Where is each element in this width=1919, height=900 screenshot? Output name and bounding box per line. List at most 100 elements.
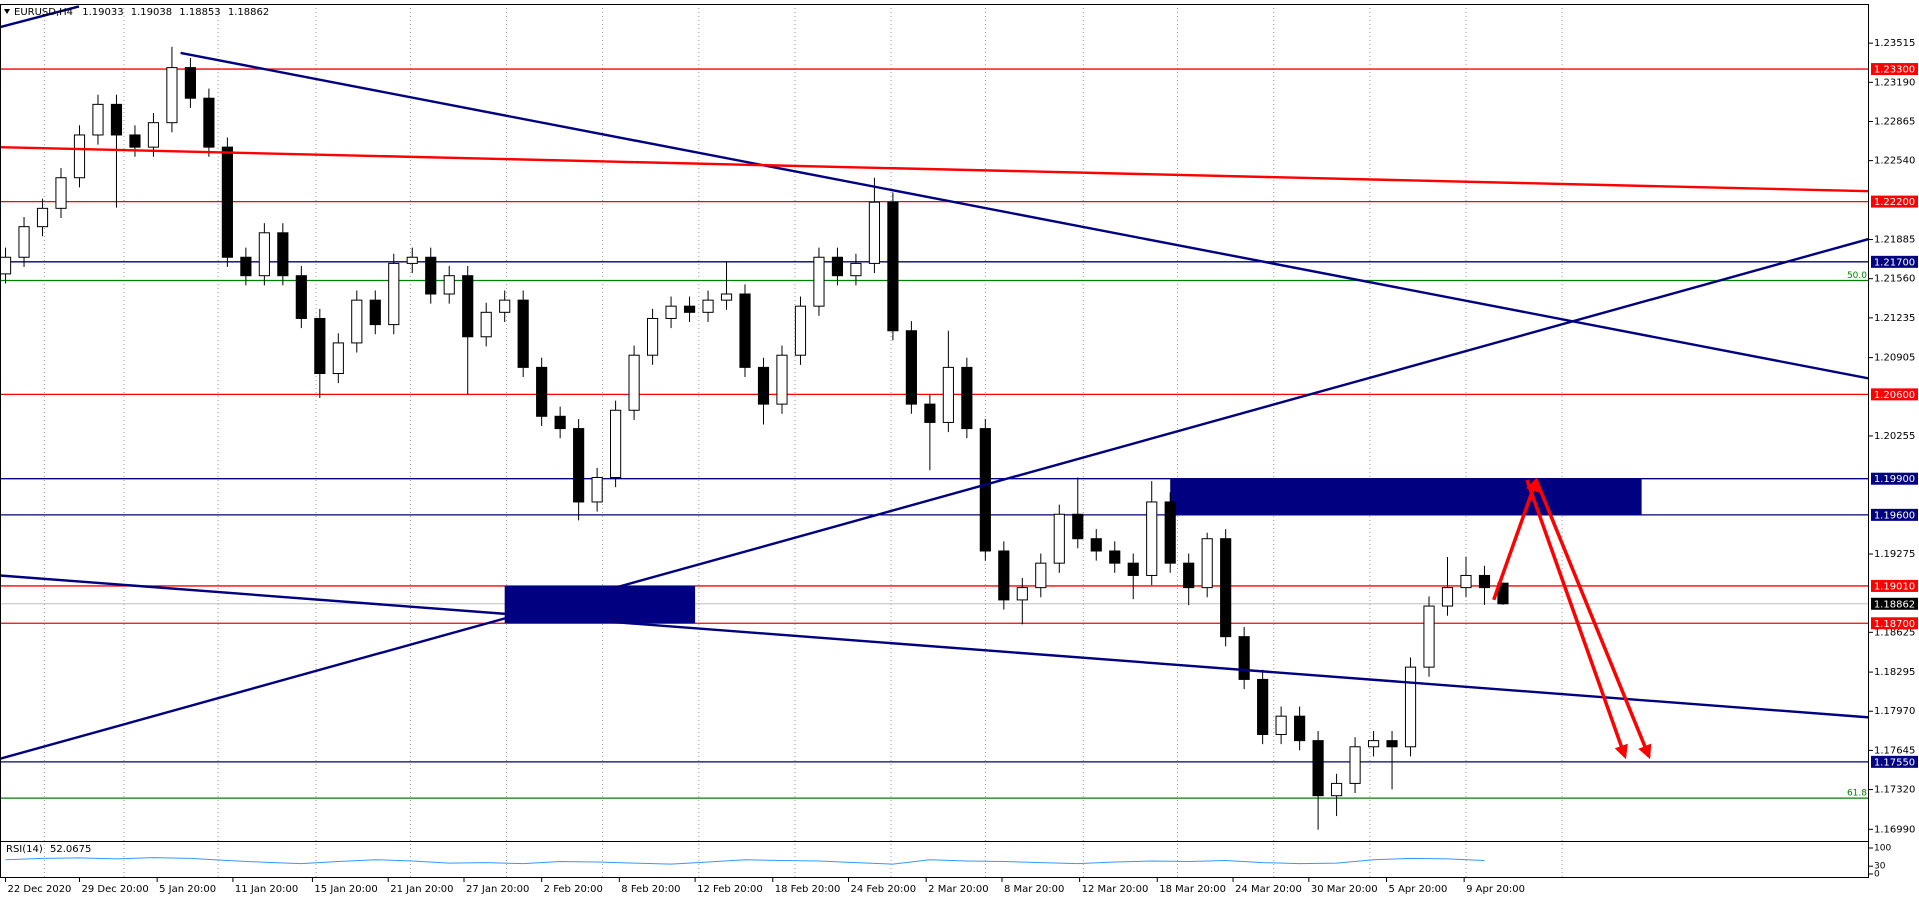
candle-body bbox=[1367, 740, 1380, 748]
candle-body bbox=[702, 299, 714, 313]
candle-body bbox=[610, 409, 622, 479]
candle-body bbox=[480, 311, 492, 338]
level-label: 1.23300 bbox=[1874, 65, 1915, 76]
y-tick-label: 1.22865 bbox=[1874, 116, 1915, 127]
trendline bbox=[0, 5, 80, 29]
candle-body bbox=[1053, 513, 1065, 564]
x-tick-label: 5 Jan 20:00 bbox=[159, 884, 216, 895]
bid-label-box bbox=[1871, 597, 1918, 610]
candle-body bbox=[1146, 501, 1158, 576]
symbol: EURUSD,H4 bbox=[14, 7, 73, 18]
candle-body bbox=[443, 275, 455, 295]
candle-body bbox=[961, 366, 973, 430]
level-label-box bbox=[1871, 508, 1918, 521]
candle-body bbox=[184, 67, 196, 99]
main-panel: 50.0 61.8 bbox=[0, 5, 1869, 830]
y-tick-label: 1.18295 bbox=[1874, 667, 1915, 678]
candle-body bbox=[73, 134, 86, 179]
candle-body bbox=[1127, 562, 1139, 576]
y-tick-label: 1.16990 bbox=[1874, 824, 1915, 835]
candle-body bbox=[240, 256, 252, 277]
candle-body bbox=[887, 201, 899, 332]
x-tick-label: 5 Apr 20:00 bbox=[1388, 884, 1447, 895]
x-tick-label: 18 Mar 20:00 bbox=[1159, 884, 1226, 895]
x-tick-label: 29 Dec 20:00 bbox=[81, 884, 148, 895]
candle-body bbox=[36, 207, 49, 228]
plot-border bbox=[0, 4, 1869, 878]
candle-body bbox=[203, 97, 215, 148]
candle-body bbox=[258, 232, 270, 277]
candle-body bbox=[757, 366, 770, 405]
candle-body bbox=[739, 293, 751, 368]
y-tick-label: 1.17320 bbox=[1874, 785, 1915, 796]
candle-body bbox=[1035, 562, 1047, 589]
candle-body bbox=[683, 305, 696, 313]
rsi-last: 52.0675 bbox=[50, 844, 91, 855]
arrow bbox=[1534, 479, 1652, 760]
header-open: 1.19033 bbox=[82, 7, 123, 18]
candle-body bbox=[1423, 605, 1435, 668]
candle-body bbox=[998, 550, 1010, 601]
candle-body bbox=[369, 299, 381, 326]
x-tick-label: 15 Jan 20:00 bbox=[314, 884, 377, 895]
candle-body bbox=[1294, 715, 1306, 742]
candle-body bbox=[1109, 550, 1121, 564]
x-tick-label: 9 Apr 20:00 bbox=[1466, 884, 1525, 895]
menu-triangle[interactable] bbox=[4, 9, 10, 14]
grid bbox=[43, 4, 1563, 878]
candle-body bbox=[794, 305, 807, 356]
candle-body bbox=[720, 293, 733, 301]
level-label: 1.20600 bbox=[1874, 390, 1915, 401]
candle-body bbox=[665, 305, 677, 319]
arrow bbox=[1525, 479, 1628, 760]
trendline bbox=[0, 145, 1869, 193]
bid-label: 1.18862 bbox=[1874, 599, 1915, 610]
candle-body bbox=[1238, 636, 1250, 680]
rsi-tick-label: 100 bbox=[1874, 844, 1891, 854]
y-tick-label: 1.19275 bbox=[1874, 549, 1915, 560]
x-tick-label: 8 Feb 20:00 bbox=[621, 884, 680, 895]
rsi-tick-label: 0 bbox=[1874, 870, 1880, 880]
candle-body bbox=[646, 317, 659, 356]
candle-body bbox=[166, 67, 178, 124]
y-tick-label: 1.17645 bbox=[1874, 745, 1915, 756]
candle-body bbox=[92, 103, 104, 136]
frame bbox=[0, 4, 1869, 878]
candle-body bbox=[406, 256, 418, 264]
y-tick-label: 1.21560 bbox=[1874, 274, 1915, 285]
x-tick-label: 24 Feb 20:00 bbox=[851, 884, 917, 895]
candle-body bbox=[1404, 666, 1417, 748]
candle-body bbox=[332, 342, 344, 375]
level-label-box bbox=[1871, 255, 1918, 268]
candle-body bbox=[277, 232, 289, 277]
candle-body bbox=[628, 354, 640, 411]
candle-body bbox=[868, 201, 881, 264]
candle-body bbox=[55, 177, 67, 209]
x-tick-label: 2 Mar 20:00 bbox=[928, 884, 988, 895]
candle-body bbox=[295, 275, 307, 319]
candle-body bbox=[221, 146, 233, 258]
x-tick-label: 27 Jan 20:00 bbox=[466, 884, 529, 895]
candle-body bbox=[1312, 740, 1324, 797]
level-label-box bbox=[1871, 195, 1918, 208]
candle-body bbox=[1201, 538, 1213, 589]
x-tick-label: 24 Mar 20:00 bbox=[1235, 884, 1302, 895]
rsi-header: RSI(14) 52.0675 bbox=[6, 844, 91, 855]
candle-body bbox=[591, 477, 603, 503]
header-close: 1.18862 bbox=[228, 7, 269, 18]
candle-body bbox=[1016, 587, 1028, 601]
candle-body bbox=[1275, 715, 1287, 735]
level-label-box bbox=[1871, 617, 1918, 630]
header-low: 1.18853 bbox=[179, 7, 220, 18]
candle-body bbox=[776, 354, 788, 405]
candle-body bbox=[314, 317, 326, 375]
candle-body bbox=[351, 299, 363, 344]
candle-body bbox=[1072, 513, 1084, 540]
candle-body bbox=[573, 428, 585, 503]
candle-body bbox=[554, 415, 566, 430]
candle-body bbox=[1220, 538, 1232, 638]
candle-body bbox=[1441, 587, 1454, 607]
fib-label: 61.8 bbox=[1847, 789, 1867, 799]
x-tick-label: 18 Feb 20:00 bbox=[775, 884, 841, 895]
